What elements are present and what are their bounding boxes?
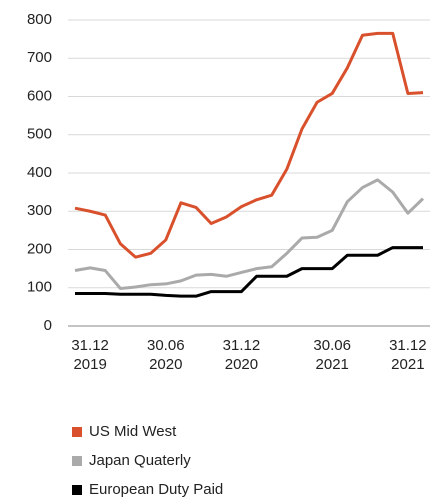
x-tick-label: 30.06 2021 <box>313 337 351 373</box>
legend-label: US Mid West <box>89 423 177 440</box>
y-tick-label: 0 <box>44 317 52 334</box>
y-tick-label: 800 <box>27 11 52 28</box>
legend-swatch <box>72 456 82 466</box>
legend-label: Japan Quaterly <box>89 452 191 469</box>
line-series <box>74 178 425 291</box>
line-series <box>74 31 424 259</box>
y-tick-label: 300 <box>27 202 52 219</box>
x-tick-label: 31.12 2020 <box>222 337 261 373</box>
y-tick-label: 600 <box>27 87 52 104</box>
legend-label: European Duty Paid <box>89 481 223 498</box>
y-tick-label: 700 <box>27 49 52 66</box>
y-tick-label: 200 <box>27 240 52 257</box>
line-series <box>75 246 423 298</box>
y-tick-label: 500 <box>27 126 52 143</box>
legend-swatch <box>72 427 82 437</box>
y-tick-label: 400 <box>27 164 52 181</box>
x-tick-label: 31.12 2021 <box>389 337 427 373</box>
x-tick-label: 31.12 2019 <box>71 337 109 373</box>
y-tick-label: 100 <box>27 279 52 296</box>
legend-swatch <box>72 485 82 495</box>
x-tick-label: 30.06 2020 <box>147 337 185 373</box>
